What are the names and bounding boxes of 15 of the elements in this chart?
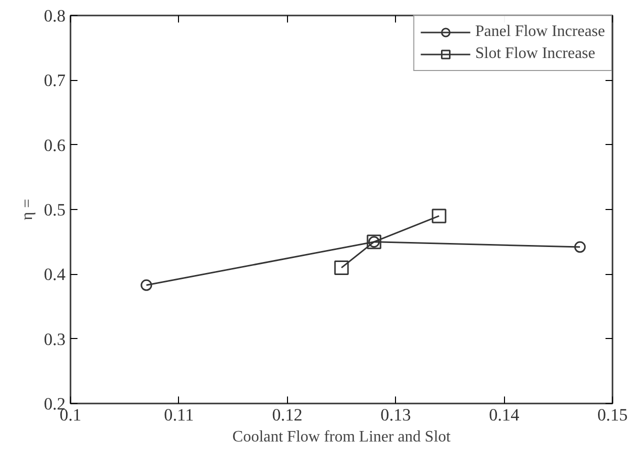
legend-label: Panel Flow Increase xyxy=(475,23,605,41)
y-tick-label: 0.6 xyxy=(44,136,66,155)
x-tick-label: 0.11 xyxy=(164,406,194,424)
y-tick-label: 0.5 xyxy=(44,200,66,220)
x-tick-label: 0.15 xyxy=(597,406,628,424)
y-tick-label: 0.8 xyxy=(44,6,66,26)
x-axis-title: Coolant Flow from Liner and Slot xyxy=(232,428,452,446)
y-tick-label: 0.4 xyxy=(44,265,66,284)
x-tick-label: 0.12 xyxy=(272,406,302,424)
legend-label: Slot Flow Increase xyxy=(475,45,596,63)
y-tick-label: 0.3 xyxy=(44,330,66,349)
x-tick-label: 0.14 xyxy=(488,406,520,424)
y-axis-title: η = xyxy=(18,198,36,220)
y-tick-label: 0.7 xyxy=(44,71,66,90)
x-tick-label: 0.13 xyxy=(380,406,411,424)
